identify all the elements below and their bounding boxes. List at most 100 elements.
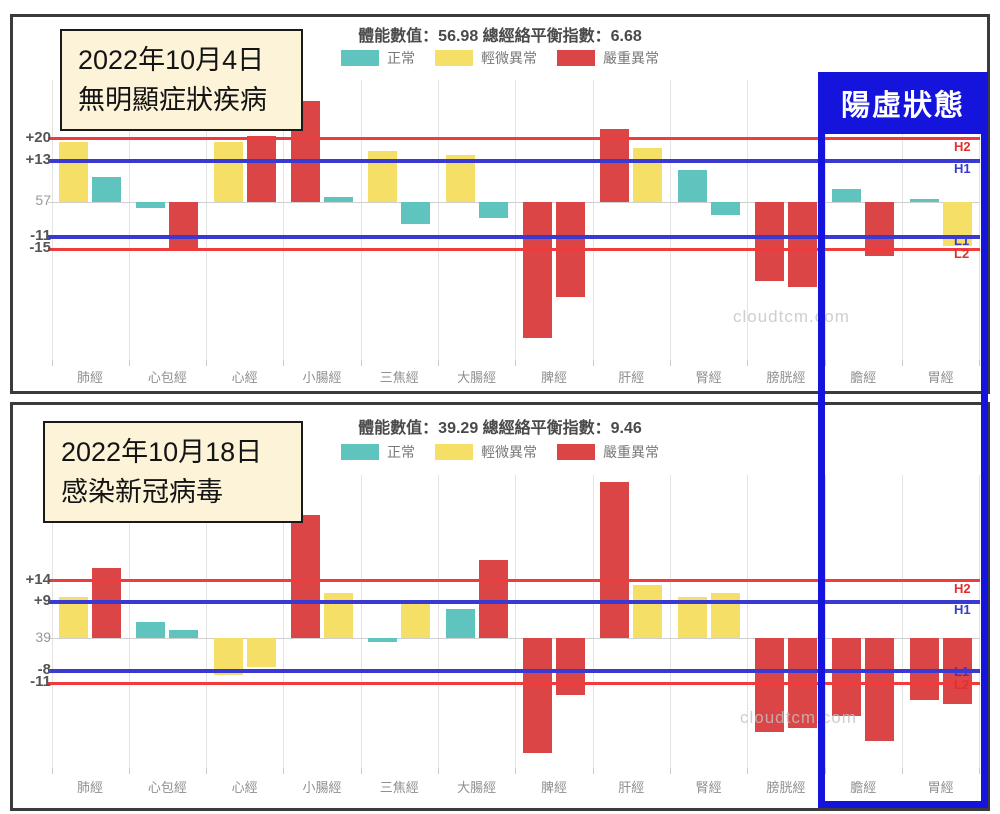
axis-tick bbox=[979, 768, 981, 774]
bar-心包經-1 bbox=[136, 202, 166, 209]
annotation-box: 2022年10月18日 感染新冠病毒 bbox=[43, 421, 303, 523]
bar-心經-1 bbox=[213, 638, 243, 675]
y-axis-label-baseline: 57 bbox=[35, 192, 51, 208]
y-axis-label-l1: -11 bbox=[30, 227, 51, 244]
baseline-gridline bbox=[48, 638, 980, 639]
bar-肝經-2 bbox=[633, 584, 663, 638]
bar-膀胱經-2 bbox=[787, 202, 817, 288]
annotation-box: 2022年10月4日 無明顯症狀疾病 bbox=[60, 29, 303, 131]
threshold-line-L1 bbox=[48, 669, 980, 674]
y-axis-label-l1: -8 bbox=[37, 661, 51, 678]
bar-膀胱經-1 bbox=[754, 638, 784, 733]
gridline bbox=[283, 80, 285, 360]
axis-label-膽經: 膽經 bbox=[850, 780, 877, 795]
axis-label-肺經: 肺經 bbox=[76, 370, 103, 385]
axis-tick bbox=[283, 768, 285, 774]
gridline bbox=[902, 475, 904, 768]
annotation-condition: 無明顯症狀疾病 bbox=[78, 85, 267, 115]
axis-label-膀胱經: 膀胱經 bbox=[766, 370, 806, 385]
bar-膽經-1 bbox=[832, 189, 862, 202]
gridline bbox=[824, 475, 826, 768]
axis-label-腎經: 腎經 bbox=[695, 780, 722, 795]
axis-tick bbox=[747, 360, 749, 366]
y-axis-label-l2: -11 bbox=[30, 673, 51, 690]
axis-tick bbox=[902, 360, 904, 366]
threshold-label-l2: L2 bbox=[954, 677, 970, 692]
bar-腎經-1 bbox=[677, 597, 707, 638]
bar-三焦經-1 bbox=[368, 638, 398, 643]
gridline bbox=[206, 80, 208, 360]
bar-脾經-2 bbox=[555, 638, 585, 696]
axis-label-三焦經: 三焦經 bbox=[379, 780, 419, 795]
gridline bbox=[360, 80, 362, 360]
threshold-line-H1 bbox=[48, 599, 980, 604]
bar-膽經-2 bbox=[865, 202, 895, 256]
bar-腎經-2 bbox=[710, 202, 740, 215]
threshold-line-H2 bbox=[48, 137, 980, 141]
axis-label-大腸經: 大腸經 bbox=[457, 370, 497, 385]
gridline bbox=[515, 475, 517, 768]
gridline bbox=[670, 475, 672, 768]
axis-tick bbox=[438, 768, 440, 774]
axis-tick bbox=[747, 768, 749, 774]
gridline bbox=[747, 475, 749, 768]
bar-肝經-2 bbox=[633, 148, 663, 202]
gridline bbox=[670, 80, 672, 360]
legend-swatch-normal bbox=[341, 444, 379, 460]
axis-tick bbox=[360, 360, 362, 366]
bar-小腸經-1 bbox=[290, 515, 320, 638]
axis-tick bbox=[360, 768, 362, 774]
threshold-label-h2: H2 bbox=[954, 581, 971, 596]
axis-label-心經: 心經 bbox=[231, 370, 258, 385]
annotation-date: 2022年10月18日 bbox=[61, 437, 263, 467]
axis-tick bbox=[438, 360, 440, 366]
axis-label-肝經: 肝經 bbox=[618, 780, 645, 795]
y-axis-label-h1: +9 bbox=[33, 592, 51, 609]
axis-tick bbox=[979, 360, 981, 366]
axis-tick bbox=[128, 360, 130, 366]
axis-tick bbox=[592, 360, 594, 366]
gridline bbox=[128, 80, 130, 360]
gridline bbox=[51, 475, 53, 768]
bar-大腸經-2 bbox=[478, 560, 508, 638]
axis-tick bbox=[515, 360, 517, 366]
y-axis-label-baseline: 39 bbox=[35, 629, 51, 645]
axis-label-膀胱經: 膀胱經 bbox=[766, 780, 806, 795]
axis-label-脾經: 脾經 bbox=[540, 780, 567, 795]
axis-tick bbox=[206, 360, 208, 366]
gridline bbox=[747, 80, 749, 360]
bar-肺經-1 bbox=[59, 597, 88, 638]
axis-tick bbox=[51, 360, 53, 366]
legend-label-mild: 輕微異常 bbox=[481, 444, 537, 460]
threshold-label-h1: H1 bbox=[954, 602, 971, 617]
gridline bbox=[360, 475, 362, 768]
gridline bbox=[979, 80, 981, 360]
plot-area: 肺經 心包經 心經 小腸經 三焦經 大腸經 脾經 肝經 腎經 膀胱經 膽經 胃經 bbox=[13, 17, 987, 391]
chart-panel-bottom: 體能數值：39.29 總經絡平衡指數：9.46 正常 輕微異常 嚴重異常 202… bbox=[10, 402, 990, 811]
axis-label-小腸經: 小腸經 bbox=[302, 780, 342, 795]
plot-area: 肺經 心包經 心經 小腸經 三焦經 大腸經 脾經 肝經 腎經 膀胱經 膽經 胃經 bbox=[13, 405, 987, 808]
gridline bbox=[283, 475, 285, 768]
bar-肝經-1 bbox=[600, 129, 630, 202]
threshold-label-h2: H2 bbox=[954, 139, 971, 154]
legend: 正常 輕微異常 嚴重異常 bbox=[13, 442, 987, 462]
threshold-line-L1 bbox=[48, 235, 980, 240]
axis-label-心經: 心經 bbox=[231, 780, 258, 795]
bar-腎經-1 bbox=[677, 170, 707, 202]
y-axis-label-h2: +14 bbox=[25, 571, 51, 588]
axis-label-膽經: 膽經 bbox=[850, 370, 877, 385]
gridline bbox=[438, 80, 440, 360]
legend-label-normal: 正常 bbox=[387, 444, 415, 460]
bar-肺經-2 bbox=[92, 176, 121, 202]
axis-tick bbox=[128, 768, 130, 774]
axis-tick bbox=[670, 360, 672, 366]
gridline bbox=[206, 475, 208, 768]
gridline bbox=[979, 475, 981, 768]
chart-title: 體能數值：56.98 總經絡平衡指數：6.68 bbox=[358, 28, 642, 45]
bar-心經-2 bbox=[246, 135, 276, 202]
bar-胃經-1 bbox=[909, 198, 939, 202]
yang-deficiency-highlight-label: 陽虛狀態 bbox=[818, 72, 988, 134]
legend-swatch-severe bbox=[557, 50, 595, 66]
axis-label-小腸經: 小腸經 bbox=[302, 370, 342, 385]
gridline bbox=[824, 80, 826, 360]
